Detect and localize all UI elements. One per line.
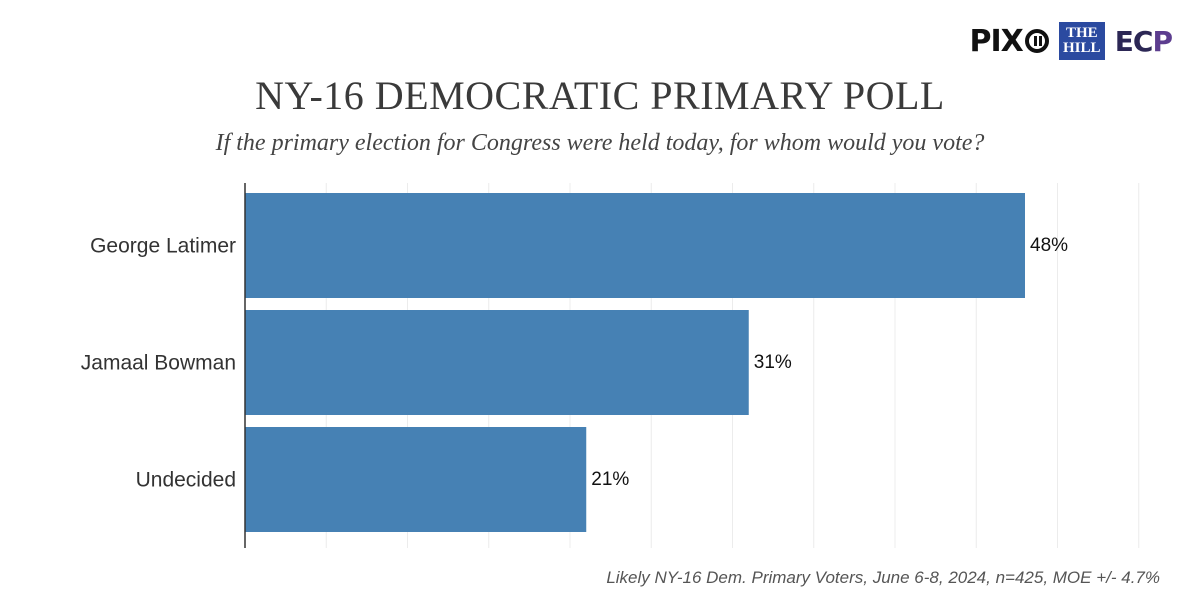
chart-subtitle: If the primary election for Congress wer… xyxy=(215,130,985,156)
the-hill-logo: THE HILL xyxy=(1058,22,1105,60)
the-hill-logo-line2: HILL xyxy=(1063,40,1101,56)
pix11-ring-icon xyxy=(1024,29,1049,53)
the-hill-logo-line1: THE xyxy=(1065,25,1098,41)
category-labels: George Latimer Jamaal Bowman Undecided xyxy=(81,235,236,492)
ecp-logo-accent: P xyxy=(1152,24,1173,58)
bar-jamaal-bowman xyxy=(245,310,749,415)
chart-title: NY-16 DEMOCRATIC PRIMARY POLL xyxy=(255,73,945,118)
ecp-logo-text: EC xyxy=(1114,24,1154,58)
chart-footnote: Likely NY-16 Dem. Primary Voters, June 6… xyxy=(606,568,1160,587)
ecp-logo: ECP xyxy=(1114,24,1173,58)
pix11-logo: PIX xyxy=(970,24,1049,59)
category-label: Undecided xyxy=(136,469,236,492)
bar-george-latimer xyxy=(245,193,1025,298)
value-label: 21% xyxy=(591,469,629,490)
bar-undecided xyxy=(245,427,587,532)
category-label: George Latimer xyxy=(90,235,236,258)
value-label: 31% xyxy=(754,352,792,373)
value-label: 48% xyxy=(1030,235,1068,256)
bars-group xyxy=(245,193,1025,532)
pix11-logo-text: PIX xyxy=(969,23,1024,59)
logo-group: PIX THE HILL ECP xyxy=(970,22,1173,60)
category-label: Jamaal Bowman xyxy=(81,352,236,375)
value-labels: 48% 31% 21% xyxy=(591,235,1068,490)
